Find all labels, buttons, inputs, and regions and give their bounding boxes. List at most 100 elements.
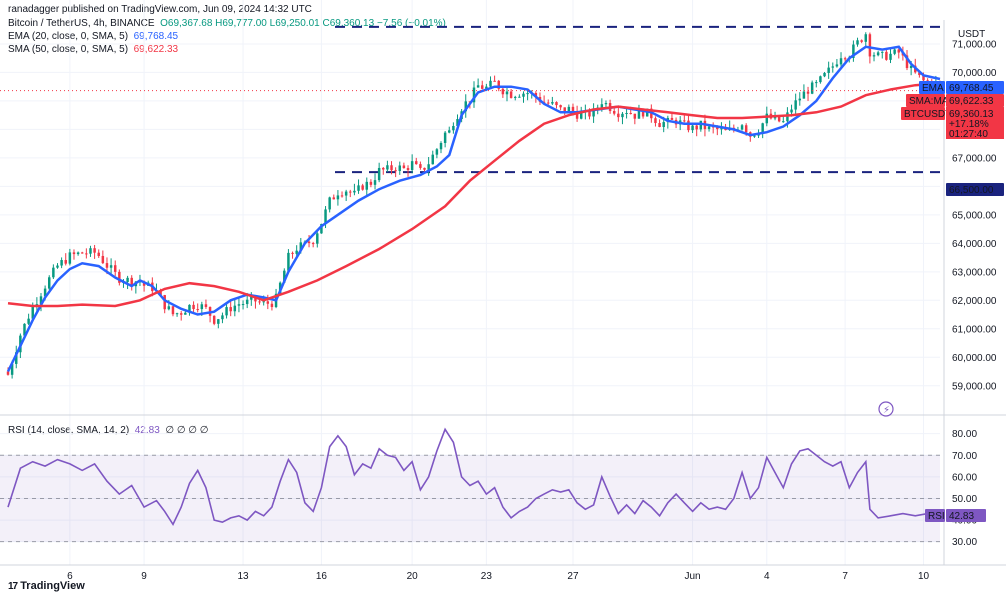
candle-body [369,181,373,185]
ema-legend: EMA (20, close, 0, SMA, 5) 69,768.45 [8,31,178,43]
candle-body [794,100,797,110]
candle-body [716,127,719,130]
ema-tag-bg [919,81,945,94]
candle-body [237,304,241,306]
symbol-tag-bg [901,107,945,120]
candle-body [885,51,888,60]
candle-body [509,91,513,98]
candle-body [563,107,566,112]
rsi-legend-value: 42.83 [134,425,160,436]
candle-body [579,112,583,119]
candle-body [839,58,843,65]
candle-body [815,82,818,84]
candle-body [299,242,303,251]
candle-body [546,102,550,104]
candle-body [365,181,369,190]
rsi-tick-label: 70.00 [952,451,977,462]
candle-body [105,263,109,268]
sma-legend-value: 69,622.33 [133,44,179,55]
sma-legend: SMA (50, close, 0, SMA, 5) 69,622.33 [8,44,178,56]
support-price-badge: 66,500.00 [949,185,994,196]
rsi-value-badge: 42.83 [949,511,974,522]
price-tick-label: 70,000.00 [952,68,997,79]
candle-body [307,241,311,244]
price-tick-label: 71,000.00 [952,39,997,50]
candle-body [15,352,18,364]
candle-body [518,96,521,98]
candle-body [80,252,84,254]
ema-price-badge-bg [946,81,1004,94]
candle-body [575,111,579,119]
candle-body [452,125,455,131]
candle-body [889,53,892,60]
price-tick-label: 64,000.00 [952,239,997,250]
candle-body [926,80,929,82]
ema-legend-label[interactable]: EMA (20, close, 0, SMA, 5) [8,31,129,42]
candle-body [909,65,913,69]
candle-body [31,306,34,319]
candle-body [291,252,294,254]
rsi-tick-label: 50.00 [952,494,977,505]
candle-body [192,304,195,310]
candle-body [97,252,100,256]
candle-body [435,149,439,155]
time-tick-label: 16 [316,571,328,582]
candle-body [514,96,517,98]
rsi-tick-label: 30.00 [952,537,977,548]
time-tick-label: 6 [67,571,73,582]
candle-body [621,113,624,118]
tradingview-logo[interactable]: 17 TradingView [8,580,85,592]
candle-body [922,75,925,81]
candle-body [571,106,575,112]
candle-body [464,101,467,112]
symbol-line: Bitcoin / TetherUS, 4h, BINANCE O69,367.… [8,18,446,30]
candle-body [353,190,356,193]
symbol-name[interactable]: Bitcoin / TetherUS, 4h, BINANCE [8,18,155,29]
candle-body [481,85,484,89]
alert-bolt-circle [878,401,894,417]
candle-body [505,91,509,95]
candle-body [431,154,434,165]
time-tick-label: 23 [481,571,493,582]
candle-body [786,112,789,122]
time-tick-label: 7 [842,571,848,582]
candle-body [625,113,628,115]
candle-body [89,248,92,254]
candle-body [856,40,859,45]
rsi-tag-bg [925,509,945,522]
candle-body [835,64,839,67]
candle-body [233,305,237,312]
candle-body [790,109,793,113]
candle-body [212,315,216,324]
candle-body [485,86,488,89]
candle-body [200,304,204,310]
candle-body [658,123,661,128]
candle-body [320,223,323,234]
time-tick-label: 27 [567,571,579,582]
rsi-tick-label: 80.00 [952,429,977,440]
candle-body [258,301,261,303]
candle-body [204,304,208,307]
candle-body [831,66,835,68]
candle-body [765,113,769,124]
candle-body [753,135,756,137]
candle-body [52,267,55,278]
candle-body [332,197,336,200]
candle-body [196,309,199,311]
candle-body [68,252,72,264]
candle-body [497,80,500,89]
publisher-line: ranadagger published on TradingView.com,… [8,4,312,16]
candle-body [654,118,657,124]
sma-legend-label[interactable]: SMA (50, close, 0, SMA, 5) [8,44,129,55]
candle-body [876,52,880,56]
candle-body [402,165,406,169]
candle-body [217,319,220,324]
candle-body [864,34,868,42]
candle-body [617,113,620,118]
time-tick-label: 20 [407,571,419,582]
candle-body [600,104,604,108]
rsi-legend-label[interactable]: RSI (14, close, SMA, 14, 2) [8,425,130,436]
candle-body [93,248,96,253]
candle-body [918,72,921,76]
